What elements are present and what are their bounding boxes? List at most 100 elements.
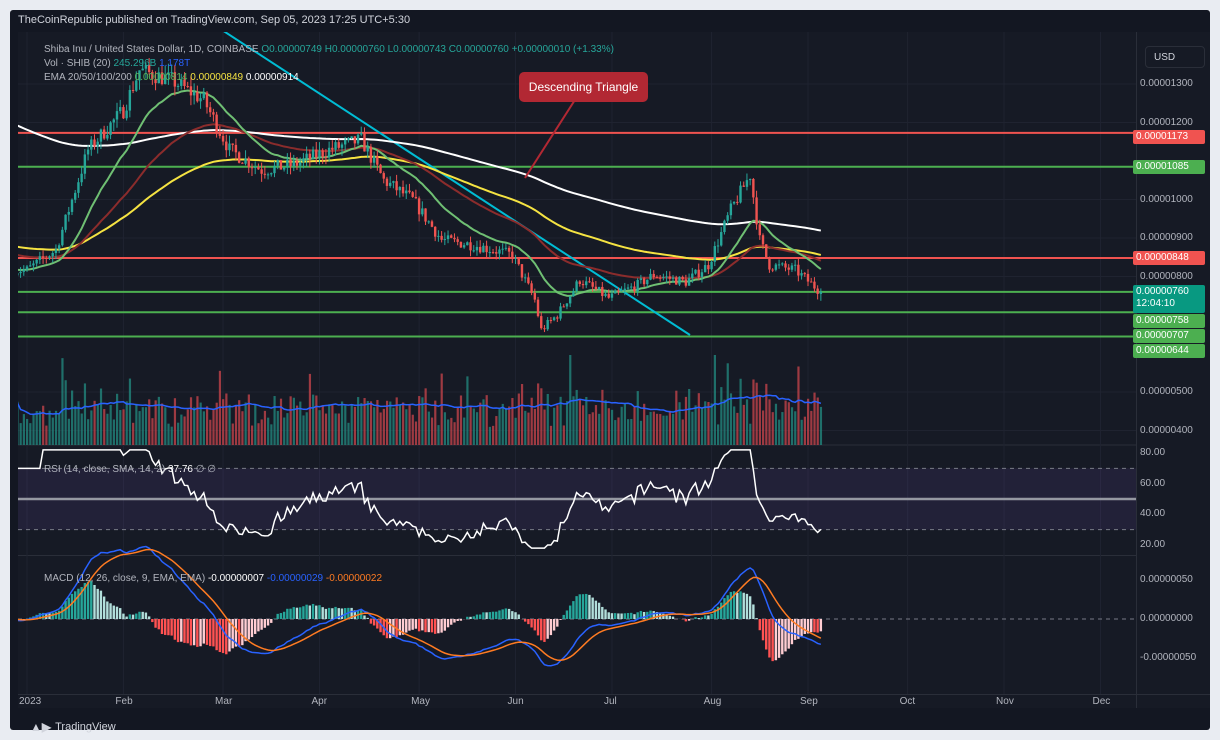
macd-histogram-bar [546,619,549,639]
volume-bar [373,407,376,445]
volume-bar [260,419,263,445]
macd-histogram-bar [315,605,318,619]
volume-bar [328,404,331,445]
candle-body [649,273,652,280]
volume-bar [781,412,784,445]
macd-histogram-bar [208,619,212,647]
price-axis-label: 0.00000900 [1140,232,1193,243]
candle-body [433,226,437,237]
current-price-tag: 0.00000760 12:04:10 [1133,284,1205,313]
volume-bar [774,403,778,445]
candle-body [585,281,588,286]
chart-area[interactable]: Shiba Inu / United States Dollar, 1D, CO… [18,32,1210,708]
macd-histogram-bar [353,610,357,619]
volume-bar [279,398,283,445]
rsi-label[interactable]: RSI (14, close, SMA, 14, 2) [44,464,166,475]
volume-bar [543,409,546,445]
macd-histogram-bar [41,612,45,619]
volume-bar [87,419,90,445]
macd-histogram-bar [263,619,267,628]
macd-histogram-bar [803,619,806,634]
macd-histogram-bar [135,613,138,619]
volume-bar [447,419,450,445]
candle-body [266,174,270,176]
tradingview-logo[interactable]: ▲▶ TradingView [30,720,116,734]
candle-body [337,142,340,148]
macd-histogram-bar [205,619,209,645]
candle-body [668,276,671,279]
macd-histogram-bar [289,608,292,619]
volume-bar [218,370,222,445]
volume-bar [125,401,128,445]
volume-bar [144,407,148,445]
candle-body [414,196,418,199]
volume-bar [762,410,765,445]
macd-histogram-bar [607,612,610,619]
macd-histogram-bar [295,607,299,619]
ema50-line [18,123,822,280]
macd-histogram-bar [417,619,421,632]
macd-histogram-bar [122,613,125,619]
macd-histogram-bar [665,614,668,619]
macd-histogram-bar [707,615,710,619]
macd-histogram-bar [51,612,54,619]
macd-histogram-bar [485,612,488,619]
candle-body [739,185,742,203]
volume-bar [787,402,790,445]
volume-bar [35,411,38,445]
volume-bar [537,383,540,445]
macd-histogram-bar [253,619,257,634]
chart-canvas[interactable] [18,32,1210,708]
volume-bar [132,422,135,445]
volume-bar [337,413,340,445]
macd-histogram-bar [713,609,716,619]
macd-histogram-bar [144,612,148,619]
rsi-axis-label: 60.00 [1140,477,1166,489]
candle-body [135,80,138,91]
volume-bar [398,405,402,445]
volume-bar [755,382,758,445]
macd-histogram-bar [250,619,254,638]
macd-histogram-bar [109,603,112,619]
candle-body [151,71,154,80]
candle-body [282,167,286,170]
candle-body [115,111,119,120]
candle-body [710,261,713,270]
volume-bar [498,408,501,445]
volume-bar [389,401,392,445]
volume-bar [170,426,173,445]
candle-body [803,273,806,275]
currency-button[interactable]: USD [1145,46,1205,68]
volume-bar [257,423,260,445]
rsi-legend: RSI (14, close, SMA, 14, 2) 37.76 ∅ ∅ [44,464,216,475]
volume-bar [704,401,707,445]
symbol-name[interactable]: Shiba Inu / United States Dollar, 1D, CO… [44,44,259,55]
candle-body [392,181,395,183]
candle-body [806,273,810,282]
volume-bar [707,402,710,445]
candle-body [691,273,694,279]
candle-body [620,290,623,292]
open-value: O0.00000749 [261,44,322,55]
volume-bar [813,392,816,445]
candle-body [681,276,684,280]
macd-histogram-bar [562,614,565,619]
candle-body [64,214,67,230]
ema-label[interactable]: EMA 20/50/100/200 [44,72,132,83]
level-price-tag: 0.00000758 [1133,313,1205,328]
candle-body [633,286,636,292]
descending-triangle-label[interactable]: Descending Triangle [519,72,648,102]
candle-body [646,279,649,285]
candle-body [440,235,443,240]
volume-bar [331,405,334,445]
volume-bar [414,421,418,445]
macd-histogram-bar [141,611,144,619]
volume-bar [797,366,800,445]
macd-label[interactable]: MACD (12, 26, close, 9, EMA, EMA) [44,573,206,584]
candle-body [514,257,517,259]
volume-bar [713,355,716,445]
volume-label[interactable]: Vol · SHIB (20) [44,58,111,69]
change-value: +0.00000010 (+1.33%) [511,44,614,55]
candle-body [279,160,283,170]
candle-body [752,178,755,198]
